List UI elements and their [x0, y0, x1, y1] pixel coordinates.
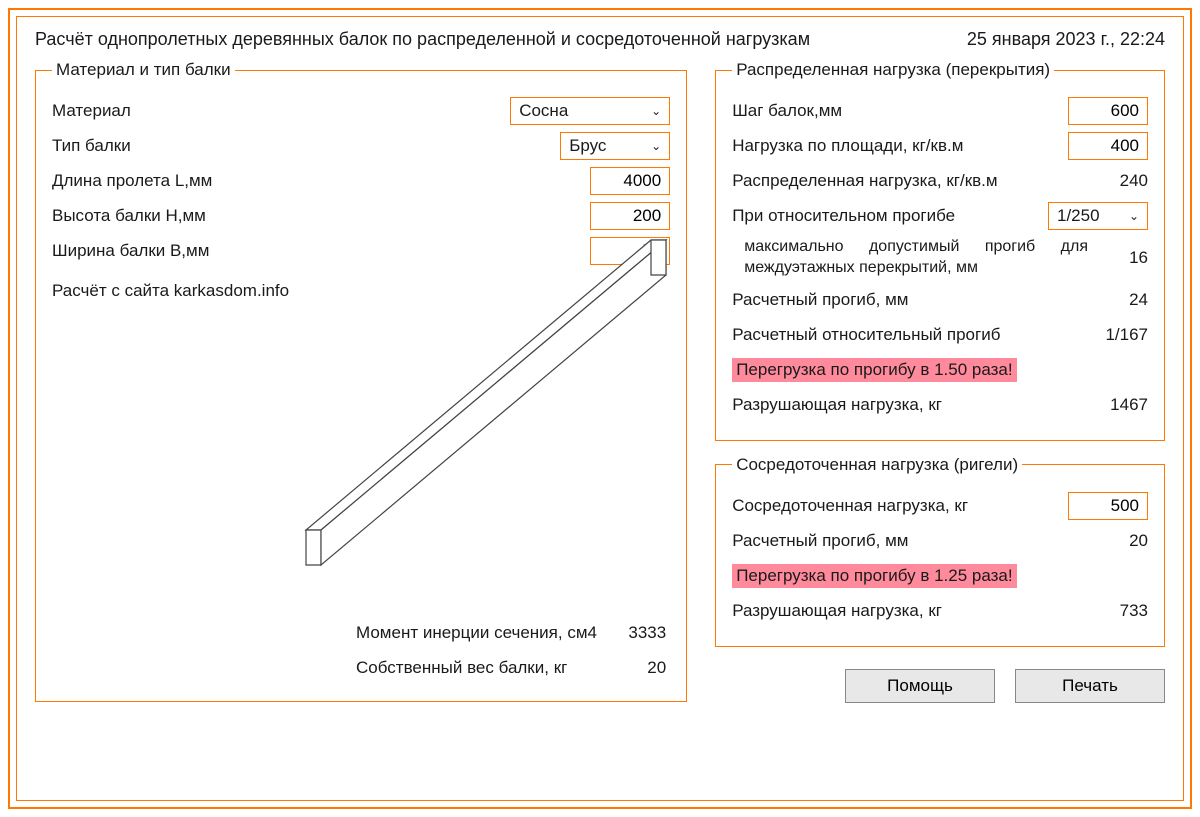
inertia-value: 3333 [616, 623, 666, 643]
conc-overload-warning: Перегрузка по прогибу в 1.25 раза! [732, 564, 1016, 588]
conc-load-label: Сосредоточенная нагрузка, кг [732, 496, 1068, 516]
rel-deflect-label: При относительном прогибе [732, 206, 1048, 226]
dist-overload-warning: Перегрузка по прогибу в 1.50 раза! [732, 358, 1016, 382]
max-deflect-note: максимально допустимый прогиб для междуэ… [732, 237, 1088, 279]
rel-deflect-select[interactable]: 1/250 ⌄ [1048, 202, 1148, 230]
calc-deflect-label: Расчетный прогиб, мм [732, 290, 1088, 310]
conc-calc-deflect-label: Расчетный прогиб, мм [732, 531, 1088, 551]
material-fieldset: Материал и тип балки Материал Сосна ⌄ Ти… [35, 60, 687, 702]
conc-calc-deflect-value: 20 [1088, 531, 1148, 551]
material-legend: Материал и тип балки [52, 60, 235, 80]
inertia-label: Момент инерции сечения, см4 [356, 623, 616, 643]
dist-break-load-label: Разрушающая нагрузка, кг [732, 395, 1088, 415]
self-weight-label: Собственный вес балки, кг [356, 658, 616, 678]
chevron-down-icon: ⌄ [1129, 209, 1139, 223]
beam-type-select[interactable]: Брус ⌄ [560, 132, 670, 160]
span-length-label: Длина пролета L,мм [52, 171, 580, 191]
beam-type-label: Тип балки [52, 136, 510, 156]
print-button[interactable]: Печать [1015, 669, 1165, 703]
concentrated-legend: Сосредоточенная нагрузка (ригели) [732, 455, 1022, 475]
conc-load-input[interactable] [1068, 492, 1148, 520]
chevron-down-icon: ⌄ [651, 104, 661, 118]
page-title: Расчёт однопролетных деревянных балок по… [35, 29, 810, 50]
help-button[interactable]: Помощь [845, 669, 995, 703]
beam-diagram [286, 210, 686, 580]
dist-break-load-value: 1467 [1088, 395, 1148, 415]
span-length-input[interactable] [590, 167, 670, 195]
chevron-down-icon: ⌄ [651, 139, 661, 153]
beam-type-select-value: Брус [569, 136, 606, 156]
self-weight-value: 20 [616, 658, 666, 678]
material-select[interactable]: Сосна ⌄ [510, 97, 670, 125]
beam-step-label: Шаг балок,мм [732, 101, 1068, 121]
credit-text: Расчёт с сайта karkasdom.info [52, 281, 289, 301]
beam-step-input[interactable] [1068, 97, 1148, 125]
calc-rel-deflect-value: 1/167 [1088, 325, 1148, 345]
area-load-label: Нагрузка по площади, кг/кв.м [732, 136, 1068, 156]
calc-rel-deflect-label: Расчетный относительный прогиб [732, 325, 1088, 345]
distributed-load-fieldset: Распределенная нагрузка (перекрытия) Шаг… [715, 60, 1165, 441]
calc-deflect-value: 24 [1088, 290, 1148, 310]
dist-load-value: 240 [1088, 171, 1148, 191]
material-select-value: Сосна [519, 101, 568, 121]
dist-load-label: Распределенная нагрузка, кг/кв.м [732, 171, 1088, 191]
material-label: Материал [52, 101, 500, 121]
area-load-input[interactable] [1068, 132, 1148, 160]
distributed-legend: Распределенная нагрузка (перекрытия) [732, 60, 1054, 80]
timestamp: 25 января 2023 г., 22:24 [967, 29, 1165, 50]
conc-break-load-value: 733 [1088, 601, 1148, 621]
concentrated-load-fieldset: Сосредоточенная нагрузка (ригели) Сосред… [715, 455, 1165, 647]
conc-break-load-label: Разрушающая нагрузка, кг [732, 601, 1088, 621]
max-deflect-value: 16 [1088, 248, 1148, 268]
rel-deflect-select-value: 1/250 [1057, 206, 1100, 226]
